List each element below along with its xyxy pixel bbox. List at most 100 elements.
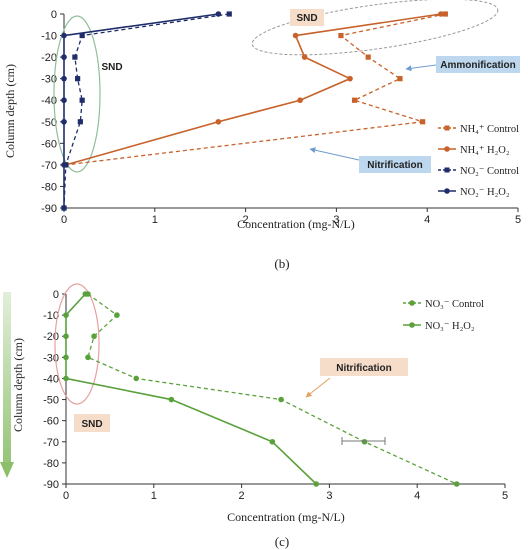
panel-b-legend-label: NO₂⁻ H₂O₂ <box>460 187 510 198</box>
panel-b-data-point <box>79 32 85 39</box>
panel-b-series-line-0 <box>65 13 446 166</box>
panel-b-nitrite-ellipse <box>53 15 101 173</box>
panel-c-data-point <box>133 375 140 382</box>
panel-b-x-tick-label: 0 <box>61 214 67 226</box>
panel-b-y-tick-label: -40 <box>41 95 57 107</box>
panel-c-data-point <box>361 438 368 445</box>
panel-c-data-point <box>85 354 91 361</box>
panel-c-nitrification-box <box>320 358 408 376</box>
panel-c-y-tick-label: -30 <box>43 352 59 364</box>
panel-c-y-tick-label: -50 <box>43 395 59 407</box>
panel-b-data-point <box>397 76 403 82</box>
panel-b-y-axis-title: Column depth (cm) <box>3 64 17 158</box>
panel-b-label: (b) <box>274 256 289 271</box>
panel-b-ammonification-label: Ammonification <box>440 60 516 71</box>
panel-b-x-tick-label: 4 <box>424 214 430 226</box>
panel-b-snd-ellipse <box>251 0 499 56</box>
panel-b-y-tick-label: -20 <box>41 52 57 64</box>
panel-b-data-point <box>365 54 371 60</box>
panel-b-data-point <box>79 97 85 103</box>
panel-b-data-point <box>420 119 426 125</box>
panel-b-data-point <box>61 162 67 168</box>
panel-b-data-point <box>297 97 303 104</box>
panel-c-legend-label: NO₃⁻ H₂O₂ <box>425 321 475 332</box>
panel-b-data-point <box>61 75 67 82</box>
panel-c-data-point <box>269 438 276 445</box>
panel-c-data-point <box>114 312 120 318</box>
panel-b-legend: NH₄⁺ Control NH₄⁺ H₂O₂ NO₂⁻ Control NO₂⁻ H₂… <box>438 124 519 198</box>
panel-b-data-point <box>77 119 83 125</box>
panel-c-snd-ellipse <box>54 283 100 405</box>
panel-c-y-tick-label: -10 <box>43 310 59 322</box>
panel-b-y-tick-label: -80 <box>41 181 57 193</box>
panel-c-ticks: 0 1 2 3 4 5 0 -10 -20 -30 -40 -50 -60 -70 -80 -90 <box>43 289 508 502</box>
panel-b-snd-label: SND <box>296 13 317 24</box>
panel-c-data-point <box>313 481 320 487</box>
panel-c-series <box>63 291 460 487</box>
panel-c-x-tick-label: 4 <box>414 490 420 502</box>
panel-c-snd-box <box>74 414 110 432</box>
panel-b-nitrification-label: Nitrification <box>367 160 423 171</box>
panel-c-y-tick-label: 0 <box>53 289 59 301</box>
panel-c-x-tick-label: 0 <box>63 490 69 502</box>
panel-b-series-line-2 <box>63 13 230 209</box>
panel-b-data-point <box>75 76 81 82</box>
panel-b-x-tick-label: 3 <box>333 214 339 226</box>
panel-b-y-tick-label: -90 <box>41 203 57 215</box>
panel-b-ticks: 0 1 2 3 4 5 0 -10 -20 -30 -40 -50 -60 -70 -80 -90 <box>41 9 521 226</box>
panel-c-chart: 0 1 2 3 4 5 0 -10 -20 -30 -40 -50 -60 -70 -80 -90 Conce… <box>0 283 508 549</box>
panel-b-data-point <box>442 11 448 17</box>
panel-b-data-point <box>226 11 232 17</box>
panel-c-y-tick-label: -40 <box>43 373 59 385</box>
panel-c-series-line-0 <box>87 293 457 485</box>
panel-b-data-point <box>215 11 222 17</box>
panel-b-data-point <box>61 97 67 104</box>
panel-c-y-tick-label: -70 <box>43 437 59 449</box>
panel-b-data-point <box>292 32 299 39</box>
panel-b-data-point <box>338 32 344 39</box>
panel-b-data-point <box>61 118 67 125</box>
panel-b-x-axis-title: Concentration (mg-N/L) <box>237 217 355 231</box>
panel-b-data-point <box>438 11 444 17</box>
panel-c-y-axis-title: Column depth (cm) <box>11 338 25 432</box>
panel-c-data-point <box>453 481 460 487</box>
panel-c-nitrification-arrow <box>305 377 331 398</box>
panel-b-legend-swatch-marker <box>444 188 450 194</box>
panel-c-legend-swatch-marker <box>409 322 415 328</box>
panel-c-data-point <box>168 396 175 403</box>
panel-b-snd-label-2: SND <box>101 62 122 73</box>
panel-b-nitrification-box <box>359 156 431 173</box>
panel-b-nitrification-arrow <box>309 147 360 161</box>
panel-b-chart: 0 1 2 3 4 5 0 -10 -20 -30 -40 -50 -60 -70 -80 -90 Conce… <box>3 0 521 271</box>
panel-c-x-axis-title: Concentration (mg-N/L) <box>227 510 345 524</box>
panel-b-x-tick-label: 5 <box>515 214 521 226</box>
panel-c-depth-arrowhead <box>0 462 14 478</box>
panel-c-x-tick-label: 1 <box>151 490 157 502</box>
panel-b-legend-label: NO₂⁻ Control <box>460 166 519 177</box>
panel-b-series <box>61 11 448 211</box>
panel-c-series-line-1 <box>65 293 317 485</box>
panel-c-x-tick-label: 5 <box>502 490 508 502</box>
panel-b-x-tick-label: 1 <box>152 214 158 226</box>
panel-b-series-line-3 <box>63 13 219 208</box>
panel-b-y-tick-label: -60 <box>41 138 57 150</box>
panel-c-y-tick-label: -90 <box>43 479 59 491</box>
panel-b-data-point <box>61 205 67 211</box>
panel-b-y-tick-label: -30 <box>41 74 57 86</box>
panel-b-data-point <box>61 54 67 60</box>
panel-c-data-point <box>63 375 69 382</box>
panel-b-legend-swatch-marker <box>444 146 450 152</box>
panel-c-data-point <box>82 291 89 297</box>
panel-b-y-tick-label: 0 <box>51 9 57 21</box>
panel-b-data-point <box>301 54 308 60</box>
panel-c-x-tick-label: 3 <box>326 490 332 502</box>
panel-b-y-tick-label: -70 <box>41 160 57 172</box>
panel-b-y-tick-label: -50 <box>41 117 57 129</box>
panel-c-legend-swatch-marker <box>409 300 415 306</box>
panel-b-ammonification-box <box>436 56 520 73</box>
panel-c-data-point <box>91 333 97 340</box>
panel-c-y-tick-label: -80 <box>43 458 59 470</box>
panel-c-legend: NO₃⁻ Control NO₃⁻ H₂O₂ <box>403 299 484 332</box>
panel-c-snd-label: SND <box>81 419 102 430</box>
